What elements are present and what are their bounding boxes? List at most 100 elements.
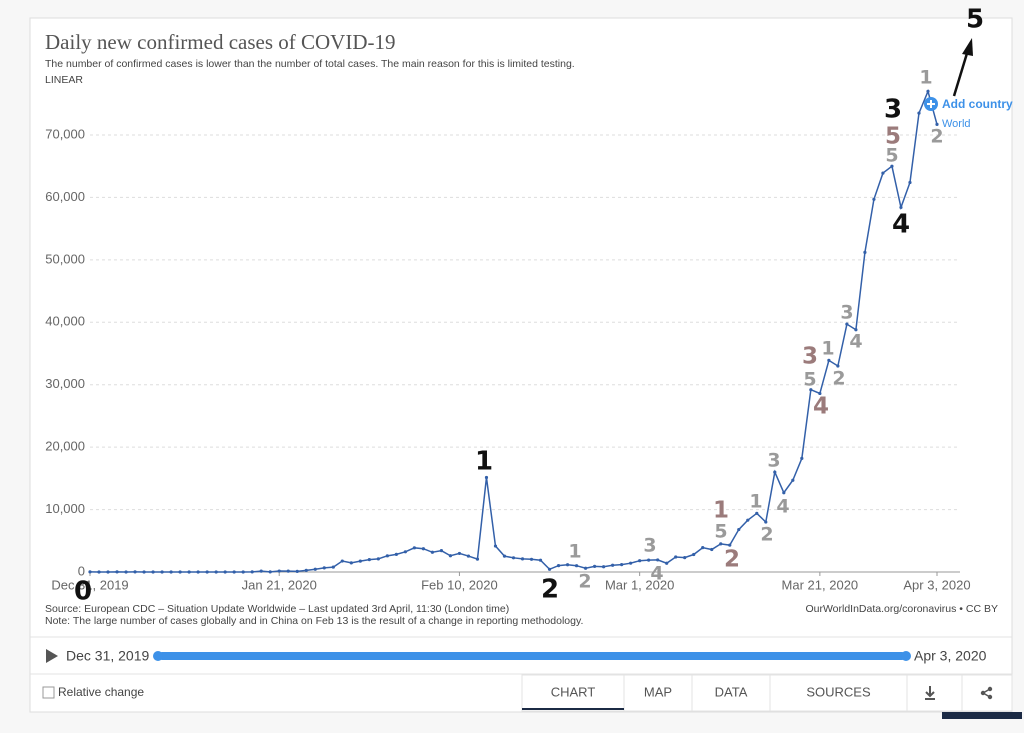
share-dot: [987, 694, 993, 700]
data-point: [241, 570, 245, 574]
annotation: 4: [776, 496, 789, 518]
tab[interactable]: [769, 674, 908, 712]
data-point: [737, 527, 741, 532]
data-point: [493, 544, 498, 548]
x-tick-label: Feb 10, 2020: [421, 577, 498, 592]
timeline-start: Dec 31, 2019: [66, 648, 149, 664]
download-button[interactable]: [906, 674, 963, 712]
relative-change-label: Relative change: [58, 685, 144, 699]
x-tick-label: Mar 1, 2020: [605, 577, 674, 592]
data-point: [358, 559, 362, 563]
annotation-arrowhead: [962, 38, 973, 56]
data-point: [250, 570, 254, 574]
timeline-bar[interactable]: [158, 652, 906, 660]
annotation: 1: [821, 338, 834, 360]
data-point: [818, 391, 822, 396]
data-point: [277, 569, 281, 573]
add-country-button[interactable]: Add country: [942, 97, 1013, 111]
annotation: 5: [885, 124, 901, 150]
data-point: [304, 568, 308, 572]
data-point: [728, 543, 732, 547]
annotation: 1: [919, 67, 932, 89]
data-point: [899, 205, 903, 210]
annotation: 5: [714, 521, 727, 543]
data-point: [746, 518, 750, 522]
data-point: [764, 520, 768, 524]
data-point: [124, 570, 128, 574]
annotation-arrow: [952, 49, 970, 97]
share-button[interactable]: [961, 674, 1013, 712]
data-point: [367, 558, 371, 562]
x-tick-label: Jan 21, 2020: [242, 577, 317, 592]
data-point: [475, 557, 480, 561]
data-point: [196, 570, 200, 574]
data-point: [556, 564, 561, 568]
data-point: [286, 569, 290, 573]
data-point: [151, 570, 155, 574]
tab-bar: CHART MAP DATA SOURCES: [521, 674, 1013, 712]
data-point: [565, 563, 570, 567]
data-point: [187, 570, 191, 574]
play-button[interactable]: [46, 649, 58, 663]
note: Note: The large number of cases globally…: [45, 615, 583, 627]
dark-bar: [942, 712, 1022, 719]
data-point: [259, 569, 263, 573]
checkbox[interactable]: [42, 686, 55, 699]
y-tick-label: 30,000: [45, 376, 85, 391]
data-point: [620, 562, 624, 567]
annotation: 3: [840, 302, 853, 324]
annotation: 1: [749, 491, 762, 513]
data-point: [106, 570, 110, 574]
y-tick-label: 40,000: [45, 314, 85, 329]
chart-title: Daily new confirmed cases of COVID-19: [45, 30, 395, 54]
data-point: [574, 564, 579, 568]
share-dot: [980, 690, 986, 696]
data-point: [656, 558, 660, 562]
annotation: 3: [643, 535, 656, 557]
data-point: [520, 557, 525, 561]
x-tick-label: Dec 31, 2019: [51, 577, 128, 592]
card: [29, 17, 1013, 713]
x-tick-label: Mar 21, 2020: [782, 577, 859, 592]
subtitle: The number of confirmed cases is lower t…: [45, 58, 575, 70]
data-point: [97, 570, 101, 574]
annotation: 4: [849, 331, 862, 353]
data-point: [665, 561, 669, 565]
data-point: [809, 388, 813, 392]
y-tick-label: 50,000: [45, 251, 85, 266]
data-point: [448, 554, 453, 558]
annotation: 5: [885, 145, 898, 167]
data-point: [331, 565, 335, 569]
data-point: [133, 570, 137, 574]
data-point: [502, 554, 507, 558]
y-tick-label: 70,000: [45, 126, 85, 141]
y-tick-label: 10,000: [45, 501, 85, 516]
data-point: [908, 180, 912, 185]
data-point: [484, 475, 489, 480]
data-point: [529, 557, 534, 561]
data-point: [430, 550, 435, 554]
timeline-end: Apr 3, 2020: [914, 648, 987, 664]
data-point: [205, 570, 209, 574]
y-tick-label: 20,000: [45, 439, 85, 454]
data-point: [710, 547, 714, 552]
data-point: [88, 570, 92, 574]
annotation: 2: [578, 571, 591, 593]
tab[interactable]: [691, 674, 771, 712]
data-point: [511, 556, 516, 560]
data-point: [782, 491, 786, 495]
data-point: [917, 111, 921, 115]
timeline-handle[interactable]: [901, 651, 911, 661]
annotation: 1: [568, 541, 581, 563]
data-point: [322, 566, 326, 570]
annotation: 4: [892, 210, 910, 240]
annotation: 5: [803, 369, 816, 391]
timeline-handle[interactable]: [153, 651, 163, 661]
data-point: [547, 567, 552, 571]
data-point: [412, 546, 416, 550]
data-point: [583, 566, 588, 570]
scale-toggle[interactable]: LINEAR: [45, 74, 83, 86]
data-point: [791, 478, 795, 482]
data-point: [421, 547, 425, 551]
